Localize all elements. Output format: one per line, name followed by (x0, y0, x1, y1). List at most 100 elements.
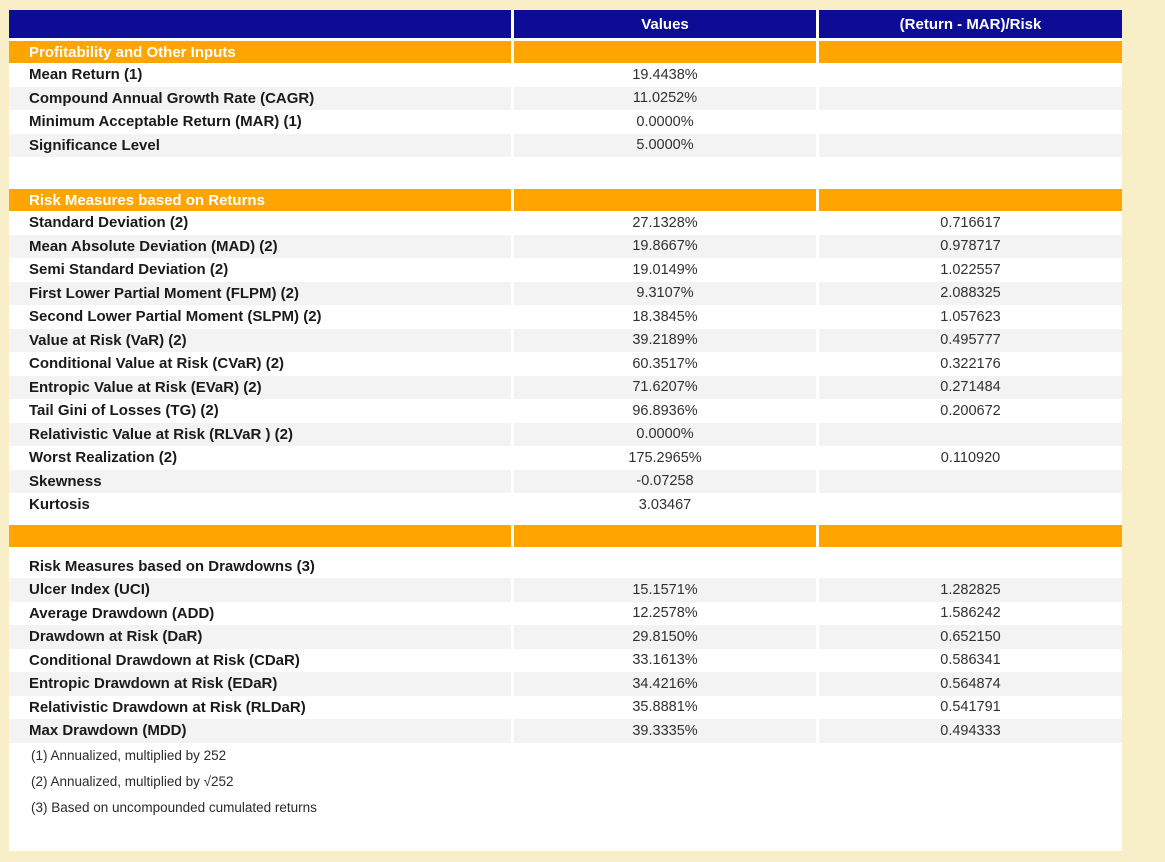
table-row: Tail Gini of Losses (TG) (2) 96.8936% 0.20… (9, 399, 1122, 423)
section-divider-row (9, 524, 1122, 547)
metric-ratio: 1.022557 (816, 258, 1122, 282)
metric-value: 19.0149% (511, 258, 816, 282)
section-title: Risk Measures based on Returns (29, 191, 265, 209)
table-row: Mean Return (1) 19.4438% (9, 63, 1122, 87)
metric-ratio (816, 554, 1122, 578)
metric-ratio: 2.088325 (816, 281, 1122, 305)
metric-ratio: 1.282825 (816, 578, 1122, 602)
table-header-row: Values (Return - MAR)/Risk (9, 10, 1122, 38)
table-row: Conditional Drawdown at Risk (CDaR) 33.16… (9, 648, 1122, 672)
metric-label: Compound Annual Growth Rate (CAGR) (29, 89, 315, 107)
metric-label: Conditional Value at Risk (CVaR) (2) (29, 355, 285, 373)
metric-value: 15.1571% (511, 578, 816, 602)
metric-value: -0.07258 (511, 469, 816, 493)
metric-ratio (816, 469, 1122, 493)
metric-ratio (816, 86, 1122, 110)
table-row: First Lower Partial Moment (FLPM) (2) 9.3… (9, 281, 1122, 305)
metric-label: Drawdown at Risk (DaR) (29, 628, 203, 646)
metric-label: Ulcer Index (UCI) (29, 581, 150, 599)
section-cell (816, 41, 1122, 63)
metric-ratio: 1.057623 (816, 305, 1122, 329)
section-cell (511, 189, 816, 211)
metric-label: Entropic Value at Risk (EVaR) (2) (29, 378, 262, 396)
metric-value: 39.2189% (511, 328, 816, 352)
table-row: Compound Annual Growth Rate (CAGR) 11.025… (9, 86, 1122, 110)
metric-label: Entropic Drawdown at Risk (EDaR) (29, 675, 278, 693)
table-row: Entropic Value at Risk (EVaR) (2) 71.6207… (9, 375, 1122, 399)
table-row: Significance Level 5.0000% (9, 133, 1122, 157)
spacer-row (9, 546, 1122, 555)
header-cell-values: Values (511, 10, 816, 38)
metric-value: 11.0252% (511, 86, 816, 110)
header-cell-ratio: (Return - MAR)/Risk (816, 10, 1122, 38)
section-header-row: Risk Measures based on Returns (9, 189, 1122, 211)
metric-ratio: 0.495777 (816, 328, 1122, 352)
metric-value: 175.2965% (511, 446, 816, 470)
metric-label: Mean Return (1) (29, 66, 143, 84)
metric-label: Standard Deviation (2) (29, 214, 189, 232)
metric-ratio: 1.586242 (816, 601, 1122, 625)
metric-label: Kurtosis (29, 496, 90, 514)
metric-ratio: 0.110920 (816, 446, 1122, 470)
metric-ratio: 0.322176 (816, 352, 1122, 376)
footnote: (2) Annualized, multiplied by √252 (9, 768, 1122, 795)
metric-label: Conditional Drawdown at Risk (CDaR) (29, 651, 300, 669)
metric-label: Significance Level (29, 136, 160, 154)
metric-value: 9.3107% (511, 281, 816, 305)
table-row: Worst Realization (2) 175.2965% 0.110920 (9, 446, 1122, 470)
metric-ratio: 0.978717 (816, 234, 1122, 258)
metric-ratio: 0.200672 (816, 399, 1122, 423)
metric-value: 34.4216% (511, 672, 816, 696)
metric-value: 71.6207% (511, 375, 816, 399)
metric-value: 3.03467 (511, 493, 816, 517)
metric-label: Second Lower Partial Moment (SLPM) (2) (29, 308, 322, 326)
metric-value: 18.3845% (511, 305, 816, 329)
metric-value: 39.3335% (511, 719, 816, 743)
metric-ratio (816, 63, 1122, 87)
metric-label: First Lower Partial Moment (FLPM) (2) (29, 284, 300, 302)
footnote: (1) Annualized, multiplied by 252 (9, 742, 1122, 769)
table-row: Mean Absolute Deviation (MAD) (2) 19.8667… (9, 234, 1122, 258)
section-cell (816, 524, 1122, 547)
table-row: Entropic Drawdown at Risk (EDaR) 34.4216%… (9, 672, 1122, 696)
metric-label: Worst Realization (2) (29, 449, 178, 467)
metric-value: 0.0000% (511, 422, 816, 446)
metric-label: Tail Gini of Losses (TG) (2) (29, 402, 219, 420)
metric-label: Average Drawdown (ADD) (29, 604, 215, 622)
table-row: Max Drawdown (MDD) 39.3335% 0.494333 (9, 719, 1122, 743)
metric-ratio (816, 110, 1122, 134)
table-row: Conditional Value at Risk (CVaR) (2) 60.3… (9, 352, 1122, 376)
section-header-row: Profitability and Other Inputs (9, 41, 1122, 63)
table-row: Relativistic Value at Risk (RLVaR ) (2) 0… (9, 422, 1122, 446)
metric-value: 5.0000% (511, 133, 816, 157)
metric-label: Minimum Acceptable Return (MAR) (1) (29, 113, 302, 131)
metric-value: 12.2578% (511, 601, 816, 625)
table-row: Ulcer Index (UCI) 15.1571% 1.282825 (9, 578, 1122, 602)
risk-report-table: Values (Return - MAR)/Risk Profitability… (9, 10, 1122, 851)
section-title: Profitability and Other Inputs (29, 43, 236, 61)
metric-value: 35.8881% (511, 695, 816, 719)
table-row: Second Lower Partial Moment (SLPM) (2) 18… (9, 305, 1122, 329)
metric-value: 29.8150% (511, 625, 816, 649)
table-row: Value at Risk (VaR) (2) 39.2189% 0.495777 (9, 328, 1122, 352)
metric-label: Max Drawdown (MDD) (29, 722, 187, 740)
metric-ratio: 0.652150 (816, 625, 1122, 649)
metric-ratio (816, 422, 1122, 446)
metric-value: 0.0000% (511, 110, 816, 134)
section-cell (816, 189, 1122, 211)
metric-ratio: 0.494333 (816, 719, 1122, 743)
metric-value: 19.8667% (511, 234, 816, 258)
metric-ratio: 0.564874 (816, 672, 1122, 696)
table-row: Skewness -0.07258 (9, 469, 1122, 493)
metric-label: Mean Absolute Deviation (MAD) (2) (29, 237, 278, 255)
table-row: Semi Standard Deviation (2) 19.0149% 1.022… (9, 258, 1122, 282)
section-title (9, 525, 511, 547)
metric-label: Relativistic Value at Risk (RLVaR ) (2) (29, 425, 293, 443)
table-row: Relativistic Drawdown at Risk (RLDaR) 35.… (9, 695, 1122, 719)
spacer-row (9, 157, 1122, 189)
metric-ratio: 0.541791 (816, 695, 1122, 719)
metric-ratio: 0.716617 (816, 211, 1122, 235)
metric-label: Value at Risk (VaR) (2) (29, 331, 187, 349)
metric-label: Risk Measures based on Drawdowns (3) (29, 557, 315, 575)
